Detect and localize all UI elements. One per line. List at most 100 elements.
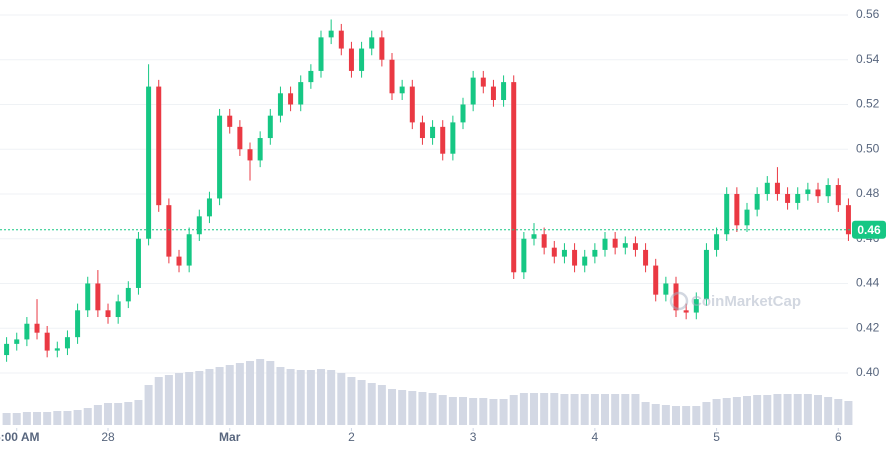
candle-body: [754, 193, 760, 210]
candle-body: [176, 256, 182, 266]
volume-bar: [246, 361, 255, 425]
volume-bar: [114, 403, 123, 425]
y-tick-label: 0.48: [856, 186, 880, 200]
volume-bar: [530, 393, 539, 425]
candle-body: [845, 205, 851, 235]
candle-body: [541, 234, 547, 248]
volume-bar: [205, 369, 214, 425]
volume-bar: [22, 412, 31, 425]
candle-body: [196, 216, 202, 235]
candle-body: [14, 339, 20, 344]
candle-body: [612, 238, 618, 248]
candle-body: [105, 310, 111, 318]
volume-bar: [550, 393, 559, 425]
volume-bar: [398, 390, 407, 425]
volume-bar: [357, 380, 366, 425]
volume-bar: [367, 383, 376, 425]
volume-bar: [631, 394, 640, 425]
candle-body: [44, 332, 50, 351]
candle-body: [359, 48, 365, 71]
x-tick-label: 28: [101, 430, 115, 444]
candle-body: [267, 115, 273, 139]
volume-bar: [448, 397, 457, 425]
candle-body: [369, 37, 375, 49]
candle-body: [389, 59, 395, 94]
volume-bar: [509, 395, 518, 425]
x-tick-label: 3: [470, 430, 477, 444]
candle-body: [714, 234, 720, 250]
volume-bar: [601, 394, 610, 425]
candle-body: [125, 287, 131, 302]
watermark: CoinMarketCap: [669, 291, 801, 311]
candle-body: [288, 93, 294, 105]
volume-bar: [347, 377, 356, 425]
candle-body: [693, 299, 699, 313]
candle-body: [64, 337, 70, 349]
volume-bar: [134, 400, 143, 425]
y-tick-label: 0.50: [856, 141, 880, 155]
x-tick-label: 6: [835, 430, 842, 444]
plot: 0.40 0.42 0.44 0.46 0.48 0.50 0.52 0.54 0.56 6:00…: [0, 7, 880, 444]
volume-bar: [93, 405, 102, 425]
candle-body: [561, 249, 567, 257]
volume-bar: [53, 411, 62, 425]
candle-body: [166, 205, 172, 257]
volume-bar: [824, 397, 833, 425]
volume-bar: [175, 373, 184, 425]
candle-body: [338, 30, 344, 49]
volume-bar: [590, 394, 599, 425]
volume-bar: [844, 401, 853, 425]
candle-body: [450, 122, 456, 154]
candle-body: [774, 182, 780, 194]
candle-body: [409, 86, 415, 123]
volume-bar: [327, 370, 336, 425]
candle-body: [379, 37, 385, 60]
candle-body: [764, 182, 770, 194]
y-tick-label: 0.54: [856, 52, 880, 66]
volume-bar: [702, 402, 711, 425]
candle-body: [186, 234, 192, 266]
volume-bar: [712, 399, 721, 425]
candle-body: [308, 70, 314, 83]
volume-bar: [641, 402, 650, 425]
volume-bar: [783, 394, 792, 425]
volume-bar: [519, 393, 528, 425]
candle-body: [815, 189, 821, 197]
volume-bar: [469, 398, 478, 425]
candle-body: [430, 126, 436, 139]
candle-body: [602, 238, 608, 250]
x-tick-label: 4: [592, 430, 599, 444]
candle-body: [835, 185, 841, 206]
volume-bar: [418, 392, 427, 425]
volume-bar: [743, 396, 752, 425]
candle-body: [247, 149, 253, 161]
candle-body: [480, 77, 486, 87]
candle-body: [4, 343, 10, 356]
volume-bar: [104, 403, 113, 425]
candle-body: [805, 189, 811, 194]
volume-bar: [540, 393, 549, 425]
volume-bar: [225, 365, 234, 425]
x-tick-label: Mar: [219, 430, 241, 444]
volume-bar: [124, 402, 133, 425]
candle-body: [298, 82, 304, 105]
candle-body: [592, 249, 598, 257]
volume-bar: [2, 413, 11, 425]
candle-body: [825, 185, 831, 197]
volume-bar: [337, 373, 346, 425]
volume-bar: [438, 395, 447, 425]
volume-bar: [682, 406, 691, 425]
candle-body: [54, 348, 60, 351]
volume-bar: [692, 406, 701, 425]
watermark-text: CoinMarketCap: [691, 293, 801, 310]
candle-body: [673, 283, 679, 311]
volume-bar: [793, 394, 802, 425]
current-price-label: 0.46: [857, 223, 881, 237]
volume-bar: [611, 394, 620, 425]
volume-bar: [306, 370, 315, 425]
x-tick-label: 2: [348, 430, 355, 444]
candle-body: [663, 283, 669, 295]
volume-bar: [286, 369, 295, 425]
candle-body: [156, 86, 162, 206]
